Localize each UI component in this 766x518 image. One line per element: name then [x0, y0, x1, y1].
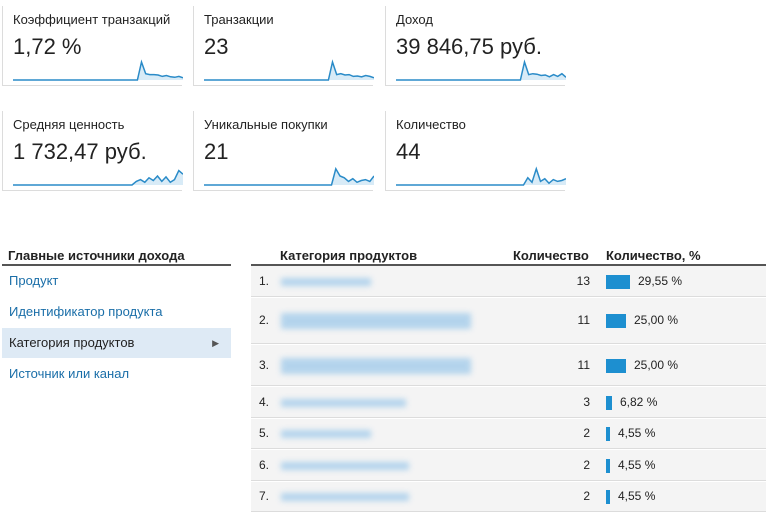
sparkline-area: [396, 62, 566, 80]
row-pct-bar: [606, 396, 612, 410]
row-pct-bar: [606, 359, 626, 373]
row-pct-bar: [606, 314, 626, 328]
metric-card-quantity[interactable]: Количество 44: [385, 111, 566, 191]
sparkline-line: [204, 59, 374, 81]
redacted-category-link[interactable]: [281, 358, 471, 374]
row-pct-label: 4,55 %: [618, 458, 656, 472]
metric-value: 1,72 %: [13, 34, 82, 59]
row-qty: 2: [583, 489, 590, 503]
metric-label: Количество: [396, 117, 466, 132]
row-pct-label: 25,00 %: [634, 313, 679, 327]
metric-value: 39 846,75 руб.: [396, 34, 542, 59]
sparkline: [396, 166, 566, 186]
sparkline: [396, 59, 566, 81]
row-index: 4.: [259, 395, 270, 409]
row-index: 6.: [259, 458, 270, 472]
redacted-category-link[interactable]: [281, 462, 409, 470]
metric-card-revenue[interactable]: Доход 39 846,75 руб.: [385, 6, 566, 86]
row-pct-label: 4,55 %: [618, 489, 656, 503]
redacted-category-link[interactable]: [281, 399, 406, 407]
nav-item-label: Категория продуктов: [9, 335, 135, 350]
sparkline-line: [396, 166, 566, 186]
sparkline-line: [13, 59, 183, 81]
row-pct-label: 4,55 %: [618, 426, 656, 440]
table-row[interactable]: 7. 2 4,55 %: [251, 482, 766, 512]
metric-value: 1 732,47 руб.: [13, 139, 147, 164]
metric-label: Уникальные покупки: [204, 117, 328, 132]
table-row[interactable]: 2. 11 25,00 %: [251, 298, 766, 344]
column-header-qty[interactable]: Количество: [513, 248, 589, 263]
chevron-right-icon: ▶: [212, 338, 219, 348]
sparkline-area: [13, 170, 183, 185]
row-pct-label: 29,55 %: [638, 274, 683, 288]
metric-value: 21: [204, 139, 229, 164]
row-index: 5.: [259, 426, 270, 440]
metric-label: Доход: [396, 12, 433, 27]
table-row[interactable]: 4. 3 6,82 %: [251, 387, 766, 418]
metric-value: 44: [396, 139, 421, 164]
row-pct-label: 25,00 %: [634, 358, 679, 372]
row-pct-bar: [606, 490, 610, 504]
row-qty: 2: [583, 426, 590, 440]
sparkline-area: [13, 62, 183, 80]
row-index: 3.: [259, 358, 270, 372]
table-row[interactable]: 1. 13 29,55 %: [251, 266, 766, 297]
metric-card-conversion[interactable]: Коэффициент транзакций 1,72 %: [2, 6, 183, 86]
nav-item-product-category[interactable]: Категория продуктов ▶: [2, 328, 231, 358]
sparkline: [13, 169, 183, 186]
row-pct-label: 6,82 %: [620, 395, 658, 409]
row-qty: 2: [583, 458, 590, 472]
row-index: 1.: [259, 274, 270, 288]
table-row[interactable]: 6. 2 4,55 %: [251, 450, 766, 481]
redacted-category-link[interactable]: [281, 493, 409, 501]
metric-card-transactions[interactable]: Транзакции 23: [193, 6, 374, 86]
metric-card-avg-value[interactable]: Средняя ценность 1 732,47 руб.: [2, 111, 183, 191]
nav-item-product[interactable]: Продукт: [9, 273, 59, 288]
row-qty: 11: [577, 313, 590, 327]
sparkline: [204, 166, 374, 186]
table-row[interactable]: 5. 2 4,55 %: [251, 419, 766, 449]
row-qty: 13: [576, 274, 590, 288]
row-pct-bar: [606, 427, 610, 441]
metric-card-unique-purchases[interactable]: Уникальные покупки 21: [193, 111, 374, 191]
nav-title: Главные источники дохода: [8, 248, 185, 263]
metric-label: Транзакции: [204, 12, 274, 27]
nav-item-source-channel[interactable]: Источник или канал: [9, 366, 130, 381]
sparkline-line: [13, 169, 183, 186]
table-row[interactable]: 3. 11 25,00 %: [251, 345, 766, 386]
sparkline-area: [396, 168, 566, 185]
column-header-pct[interactable]: Количество, %: [606, 248, 701, 263]
row-index: 7.: [259, 489, 270, 503]
column-header-category[interactable]: Категория продуктов: [280, 248, 418, 263]
redacted-category-link[interactable]: [281, 313, 471, 329]
redacted-category-link[interactable]: [281, 430, 371, 438]
metric-value: 23: [204, 34, 229, 59]
nav-item-product-id[interactable]: Идентификатор продукта: [9, 304, 163, 319]
row-qty: 3: [583, 395, 590, 409]
nav-divider: [2, 264, 231, 266]
metric-label: Средняя ценность: [13, 117, 125, 132]
row-index: 2.: [259, 313, 270, 327]
row-qty: 11: [577, 358, 590, 372]
row-pct-bar: [606, 275, 630, 289]
metric-label: Коэффициент транзакций: [13, 12, 171, 27]
sparkline-area: [204, 62, 374, 80]
sparkline-line: [204, 166, 374, 186]
row-pct-bar: [606, 459, 610, 473]
sparkline-area: [204, 168, 374, 185]
sparkline: [204, 59, 374, 81]
sparkline-line: [396, 59, 566, 81]
redacted-category-link[interactable]: [281, 278, 371, 286]
header-divider: [251, 264, 766, 266]
sparkline: [13, 59, 183, 81]
